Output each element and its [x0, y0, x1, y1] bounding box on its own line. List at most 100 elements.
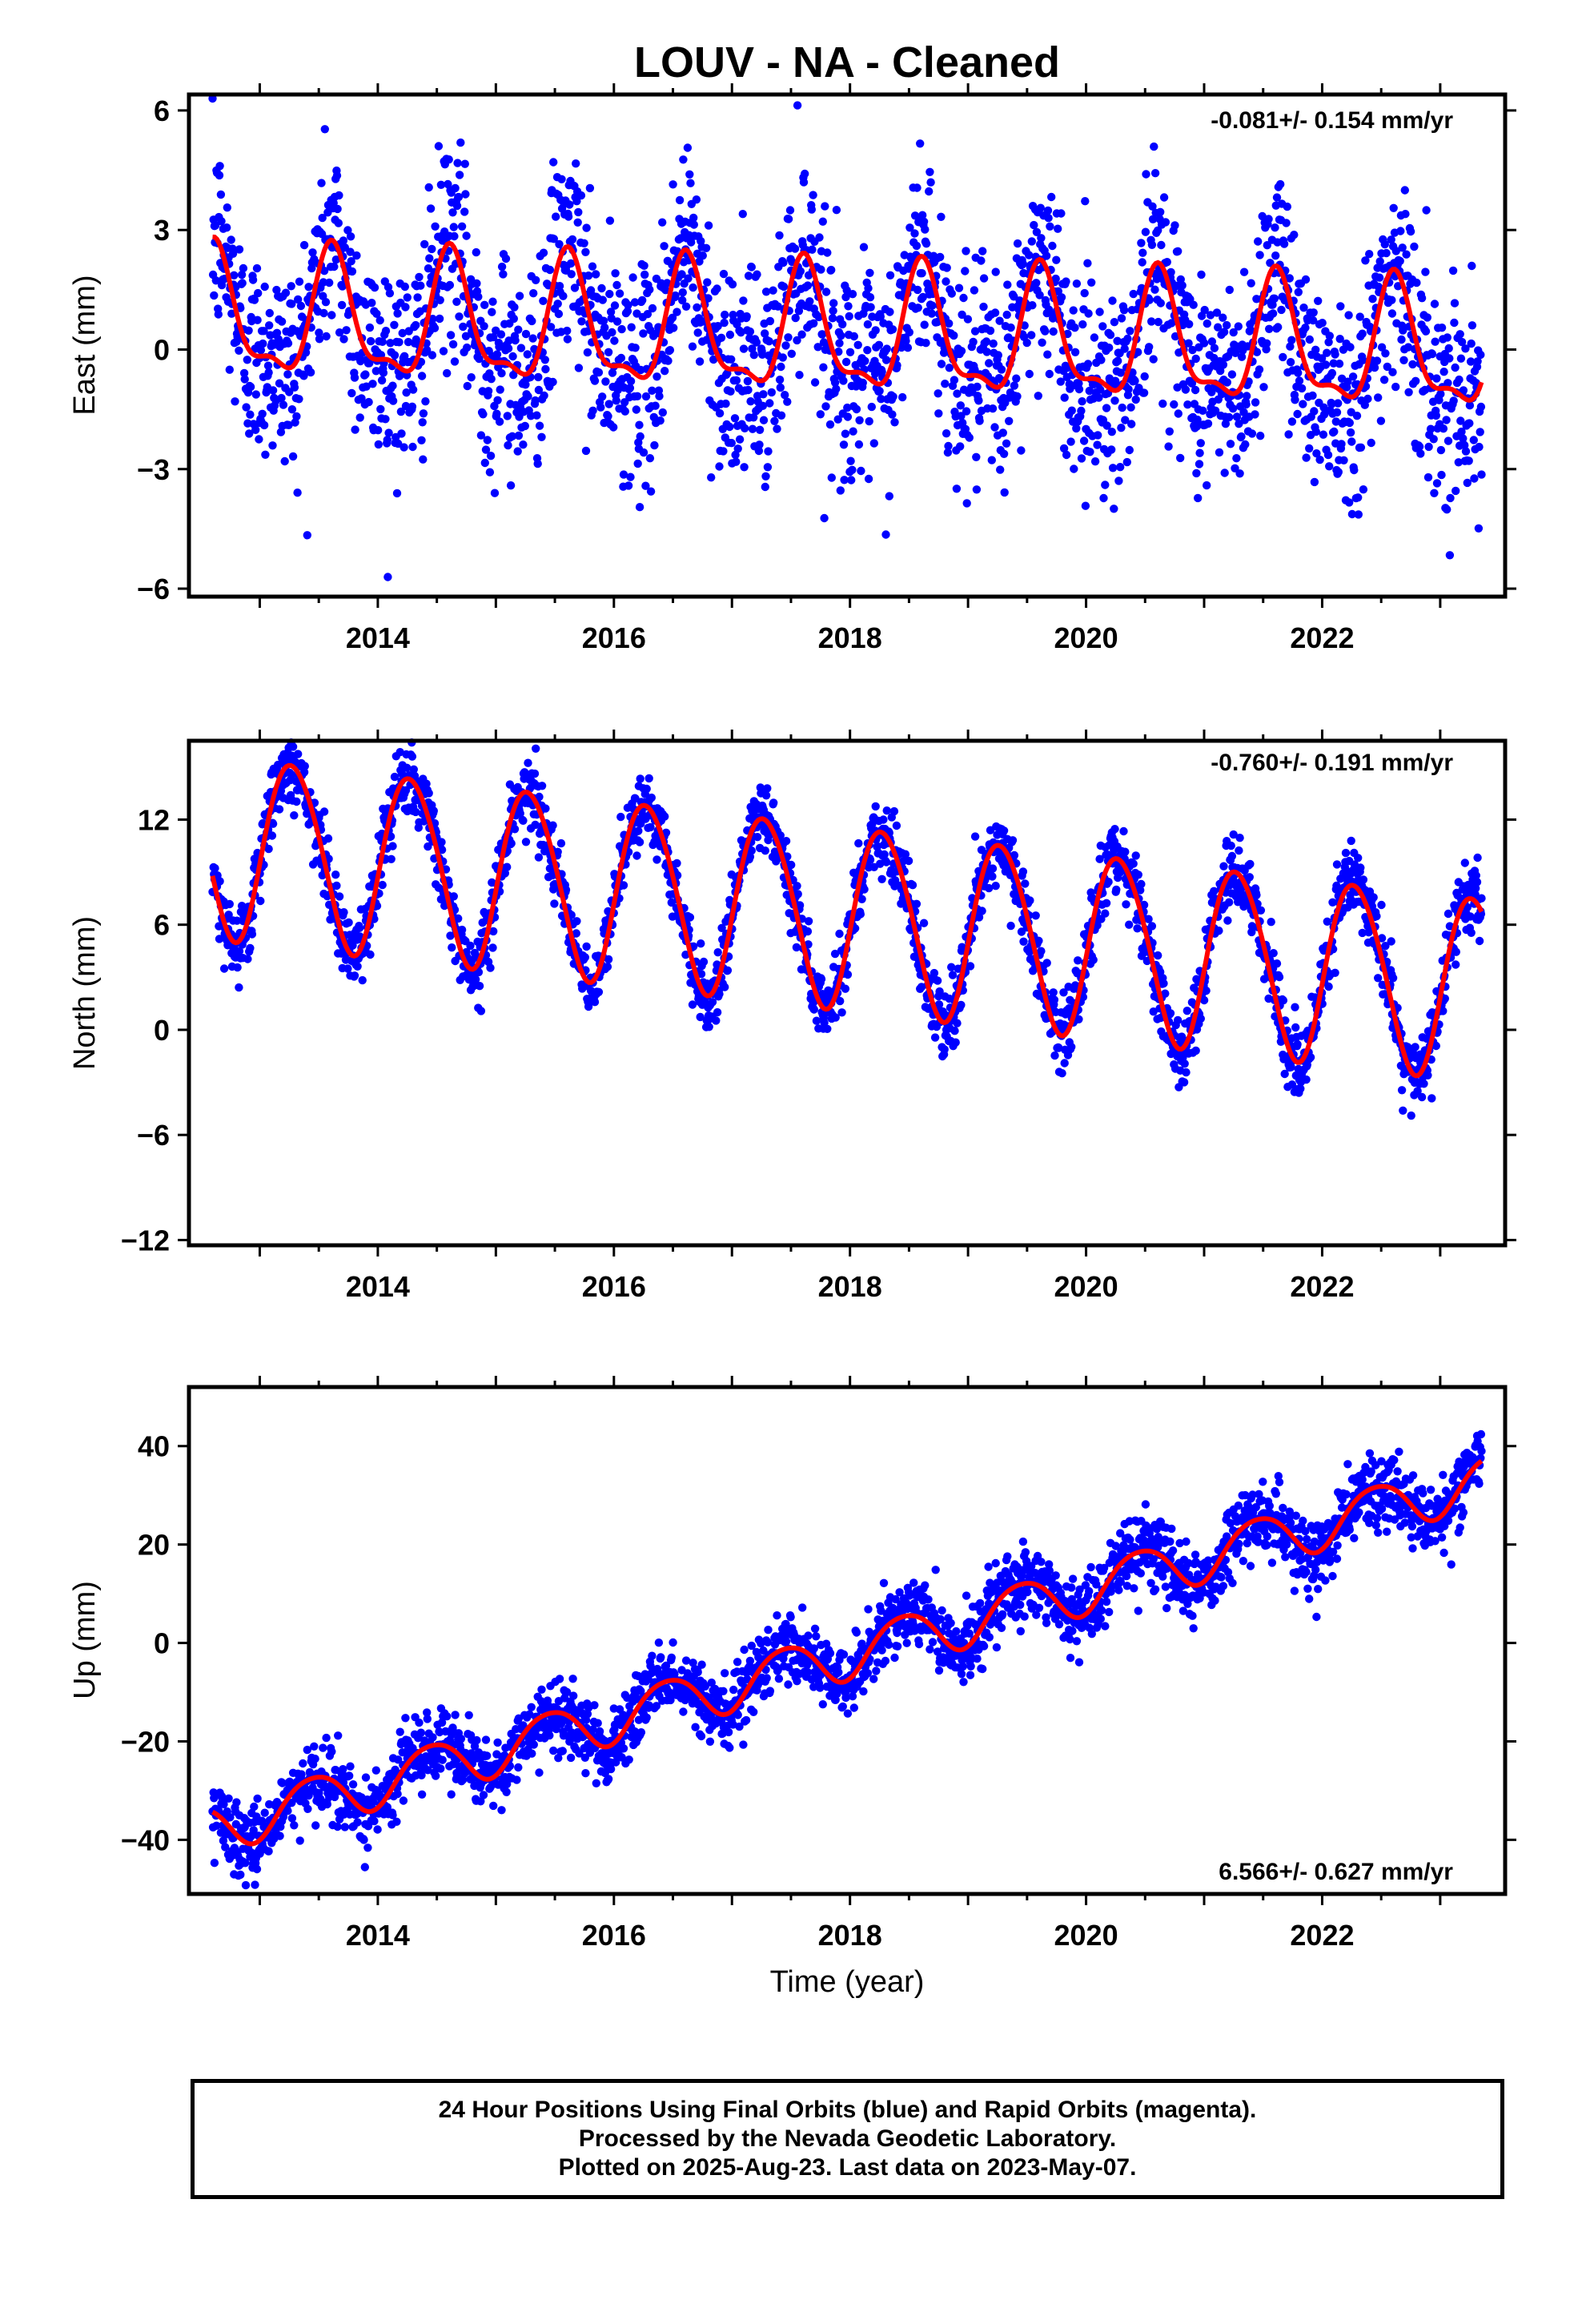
data-point — [763, 784, 772, 793]
data-point — [991, 267, 1000, 276]
data-point — [1439, 368, 1448, 376]
data-point — [1375, 257, 1384, 266]
data-point — [1294, 287, 1303, 296]
data-point — [1410, 242, 1419, 251]
data-point — [424, 183, 433, 192]
data-point — [641, 481, 650, 490]
data-point — [1263, 241, 1272, 250]
data-point — [626, 376, 636, 386]
data-point — [1098, 322, 1107, 331]
data-point — [1372, 356, 1382, 365]
data-point — [841, 292, 850, 302]
data-point — [829, 299, 838, 308]
data-point — [260, 282, 269, 292]
data-point — [546, 323, 556, 332]
data-point — [533, 459, 542, 468]
data-point — [1052, 255, 1061, 264]
data-point — [732, 376, 741, 385]
data-point — [972, 452, 981, 461]
data-point — [566, 259, 576, 268]
data-point — [545, 265, 555, 275]
data-point — [962, 407, 971, 416]
data-point — [834, 348, 843, 356]
data-point — [1463, 478, 1472, 488]
data-point — [421, 397, 430, 406]
data-point — [253, 316, 262, 324]
data-point — [652, 855, 661, 864]
data-point — [904, 856, 913, 866]
data-point — [1010, 381, 1019, 390]
data-point — [1226, 440, 1235, 448]
data-point — [990, 423, 999, 432]
data-point — [632, 405, 640, 414]
data-point — [408, 385, 418, 394]
data-point — [1018, 867, 1028, 876]
data-point — [805, 297, 814, 306]
data-point — [1019, 937, 1028, 947]
data-point — [830, 378, 840, 387]
data-point — [1114, 356, 1122, 365]
data-point — [480, 300, 489, 309]
data-point — [1149, 355, 1158, 364]
data-point — [1427, 349, 1437, 359]
data-point — [807, 205, 816, 214]
data-point — [306, 368, 315, 377]
data-point — [563, 335, 572, 344]
data-point — [223, 223, 231, 232]
data-point — [885, 271, 895, 279]
data-point — [741, 424, 749, 432]
data-point — [877, 395, 885, 404]
data-point — [1062, 450, 1071, 460]
data-point — [1437, 324, 1447, 332]
data-point — [1235, 469, 1244, 478]
data-point — [882, 344, 891, 353]
data-point — [715, 990, 724, 999]
data-point — [292, 797, 301, 806]
data-point — [347, 257, 355, 266]
data-point — [777, 362, 785, 372]
data-point — [1294, 368, 1303, 377]
data-point — [926, 167, 934, 176]
data-point — [1110, 318, 1119, 327]
data-point — [681, 302, 691, 311]
data-point — [854, 440, 864, 449]
data-point — [1182, 1007, 1192, 1015]
data-point — [1101, 909, 1110, 918]
data-point — [454, 914, 463, 923]
data-point — [650, 440, 659, 450]
data-point — [888, 325, 897, 334]
data-point — [1450, 318, 1459, 328]
data-point — [1080, 288, 1089, 298]
data-point — [1145, 296, 1154, 304]
data-point — [540, 356, 549, 364]
data-point — [1008, 836, 1018, 845]
data-point — [865, 268, 874, 277]
data-point — [392, 489, 402, 498]
data-point — [1145, 343, 1154, 352]
data-point — [1176, 453, 1185, 463]
data-point — [1050, 1051, 1059, 1060]
data-point — [1291, 396, 1299, 404]
data-point — [365, 323, 375, 332]
data-point — [1305, 335, 1315, 344]
data-point — [761, 472, 770, 480]
data-point — [1170, 221, 1179, 230]
data-point — [1269, 949, 1278, 958]
data-point — [1130, 376, 1139, 385]
data-point — [1291, 1023, 1300, 1032]
data-point — [1031, 911, 1040, 920]
data-point — [497, 368, 506, 378]
data-point — [408, 402, 417, 411]
data-point — [570, 283, 580, 292]
data-point — [283, 339, 293, 348]
data-point — [1448, 266, 1458, 275]
data-point — [1470, 474, 1479, 483]
data-point — [765, 337, 773, 346]
data-point — [304, 283, 313, 292]
data-point — [1467, 339, 1476, 348]
data-point — [1081, 197, 1090, 206]
data-point — [1066, 437, 1075, 446]
data-point — [833, 415, 842, 424]
data-point — [1070, 324, 1079, 332]
data-point — [919, 217, 929, 226]
